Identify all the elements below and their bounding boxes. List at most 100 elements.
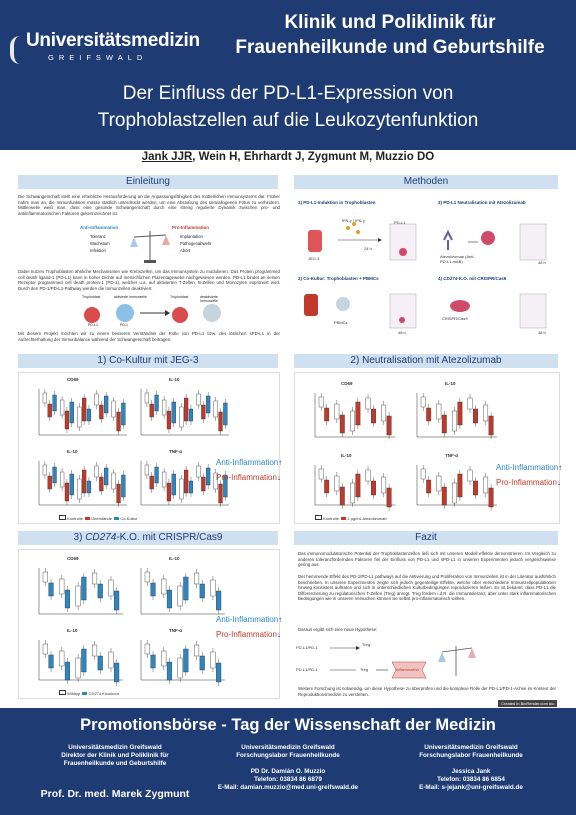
box-mark (149, 475, 154, 490)
logo-swoosh (10, 36, 28, 64)
box-mark (59, 578, 65, 595)
author-list: Jank JJR, Wein H, Ehrhardt J, Zygmunt M,… (0, 151, 576, 163)
title-line1: Der Einfluss der PD-L1-Expression von (122, 83, 454, 104)
box-mark (77, 478, 82, 500)
box-mark (144, 392, 150, 404)
m1-label: IFN-γ / IFN-γ (342, 218, 365, 223)
box-mark (91, 572, 98, 585)
box-mark (441, 414, 447, 434)
box-mark (75, 585, 81, 607)
footer-email-link[interactable]: E-Mail: damian.muzzio@med.uni-greifswald… (217, 784, 359, 791)
box-mark (42, 464, 48, 476)
box-mark (64, 410, 70, 430)
clinic-line2: Frauenheilkunde und Geburtshilfe (235, 37, 545, 58)
box-mark (104, 467, 109, 486)
s3-panel-title: TNF-α (169, 628, 183, 633)
s1-heading: 1) Co-Kultur mit JEG-3 (18, 354, 278, 368)
box-mark (365, 469, 371, 482)
box-mark (97, 583, 103, 599)
hyp-label: Inflammation (396, 667, 419, 672)
clinic-line1: Klinik und Poliklinik für (284, 12, 496, 33)
footer-line: Forschungslabor Frauenheilkunde (236, 752, 340, 759)
logo-word: Universitätsmedizin (26, 30, 200, 51)
box-mark (97, 655, 103, 671)
s3-chart-tnf (140, 640, 225, 686)
s2-chart-cd69 (314, 393, 395, 439)
box-mark (121, 402, 126, 426)
m4-label: 48 h (538, 330, 546, 335)
s1-panel-title: TNF-α (169, 449, 183, 454)
s2-panel-title: TNF-α (445, 453, 459, 458)
fazit-paragraph-1: Das immunomodulatorische Potential der T… (298, 551, 556, 568)
box-mark (48, 582, 54, 597)
intro-paragraph-2: Dabei nutzen Trophoblasten ähnliche Mech… (18, 269, 280, 291)
box-mark (47, 403, 52, 418)
m3-label: Atezolizumab (Anti-PD-L1-mAB) (440, 254, 475, 264)
footer-email-link[interactable]: E-Mail: s-jejank@uni-greifswald.de (419, 784, 523, 791)
m4-label: CRISPR/Cas9 (442, 316, 468, 321)
s1-results-panel: CD69 IL-10 IL-10 TNF-α Kontrolle Überstä… (18, 372, 280, 524)
s3-panel-title: IL-10 (67, 628, 78, 633)
box-mark (210, 651, 216, 669)
box-mark (166, 661, 172, 681)
box-mark (339, 486, 345, 506)
anti-item: Toleranz (90, 234, 106, 239)
poster-header: Universitätsmedizin GREIFSWALD Klinik un… (0, 0, 576, 150)
s2-chart-il10 (416, 393, 497, 439)
hyp-label: Treg (360, 667, 369, 672)
biorender-badge: Created in BioRender.com bio (498, 700, 558, 707)
box-mark (426, 407, 432, 422)
poster-title: Der Einfluss der PD-L1-Expression von Tr… (40, 80, 536, 134)
method-3-illustration (443, 223, 547, 261)
hyp-label: PD-L1/PD-1 (296, 645, 318, 650)
s2-chart-il10b (314, 465, 395, 511)
box-mark (436, 403, 442, 420)
box-mark (64, 482, 70, 502)
s1-antipro: Anti-Inflammation↑ Pro-Inflammation↓ (216, 455, 282, 485)
box-mark (350, 410, 355, 432)
box-mark (42, 392, 48, 404)
pro-item: Implantation (180, 234, 203, 239)
m1-label: PD-L1 (394, 220, 406, 225)
s3-panel-title: IL-10 (169, 556, 180, 561)
s1-panel-title: CD69 (67, 377, 79, 382)
arrow-down-icon: ↓ (276, 473, 281, 482)
legend-item: Kontrolle (67, 516, 83, 521)
s1-chart-il10b (38, 461, 127, 507)
box-mark (52, 394, 57, 412)
method-1-title: 1) PD-L1-Induktion in Trophoblasten (298, 200, 376, 205)
box-mark (59, 650, 65, 667)
logo-sub: GREIFSWALD (48, 53, 148, 62)
legend-item: Überstände (91, 516, 112, 521)
box-mark (183, 648, 189, 673)
other-authors: , Wein H, Ehrhardt J, Zygmunt M, Muzzio … (192, 151, 435, 163)
box-mark (161, 650, 167, 667)
balance-diagram: Anti-Inflammation Toleranz Wachstum Infe… (80, 225, 220, 267)
anti-label: Anti-Inflammation (216, 458, 279, 467)
pro-label: Pro-Inflammation (216, 630, 277, 639)
box-mark (457, 473, 463, 498)
box-mark (339, 414, 345, 434)
legend-item: Co-Kultur (120, 516, 138, 521)
anti-inflammation-label: Anti-Inflammation (80, 225, 119, 230)
s3-results-panel: CD69 IL-10 IL-10 TNF-α Wildtyp CD274 Kno… (18, 549, 280, 699)
scale-icon (130, 231, 170, 263)
box-mark (64, 661, 70, 681)
box-mark (52, 466, 57, 484)
box-mark (184, 469, 189, 494)
box-mark (82, 397, 87, 422)
footer-col-1: Universitätsmedizin Greifswald Direktor … (20, 744, 210, 768)
diag-label: aktivierte Immunzelle (114, 295, 147, 299)
box-mark (144, 643, 150, 655)
box-mark (77, 406, 82, 428)
box-mark (334, 475, 340, 492)
method-2-title: 2) Co-Kultur: Trophoblasten + PBMCs (298, 276, 379, 281)
box-mark (318, 396, 324, 408)
diag-label: deaktivierte Immunzelle (200, 295, 218, 303)
box-mark (188, 480, 194, 494)
fazit-paragraph-4: Weitere Forschung ist notwendig, um dies… (298, 686, 556, 697)
pro-label: Pro-Inflammation (496, 478, 557, 487)
s1-chart-cd69 (38, 389, 127, 436)
box-mark (166, 589, 172, 609)
box-mark (426, 479, 432, 494)
